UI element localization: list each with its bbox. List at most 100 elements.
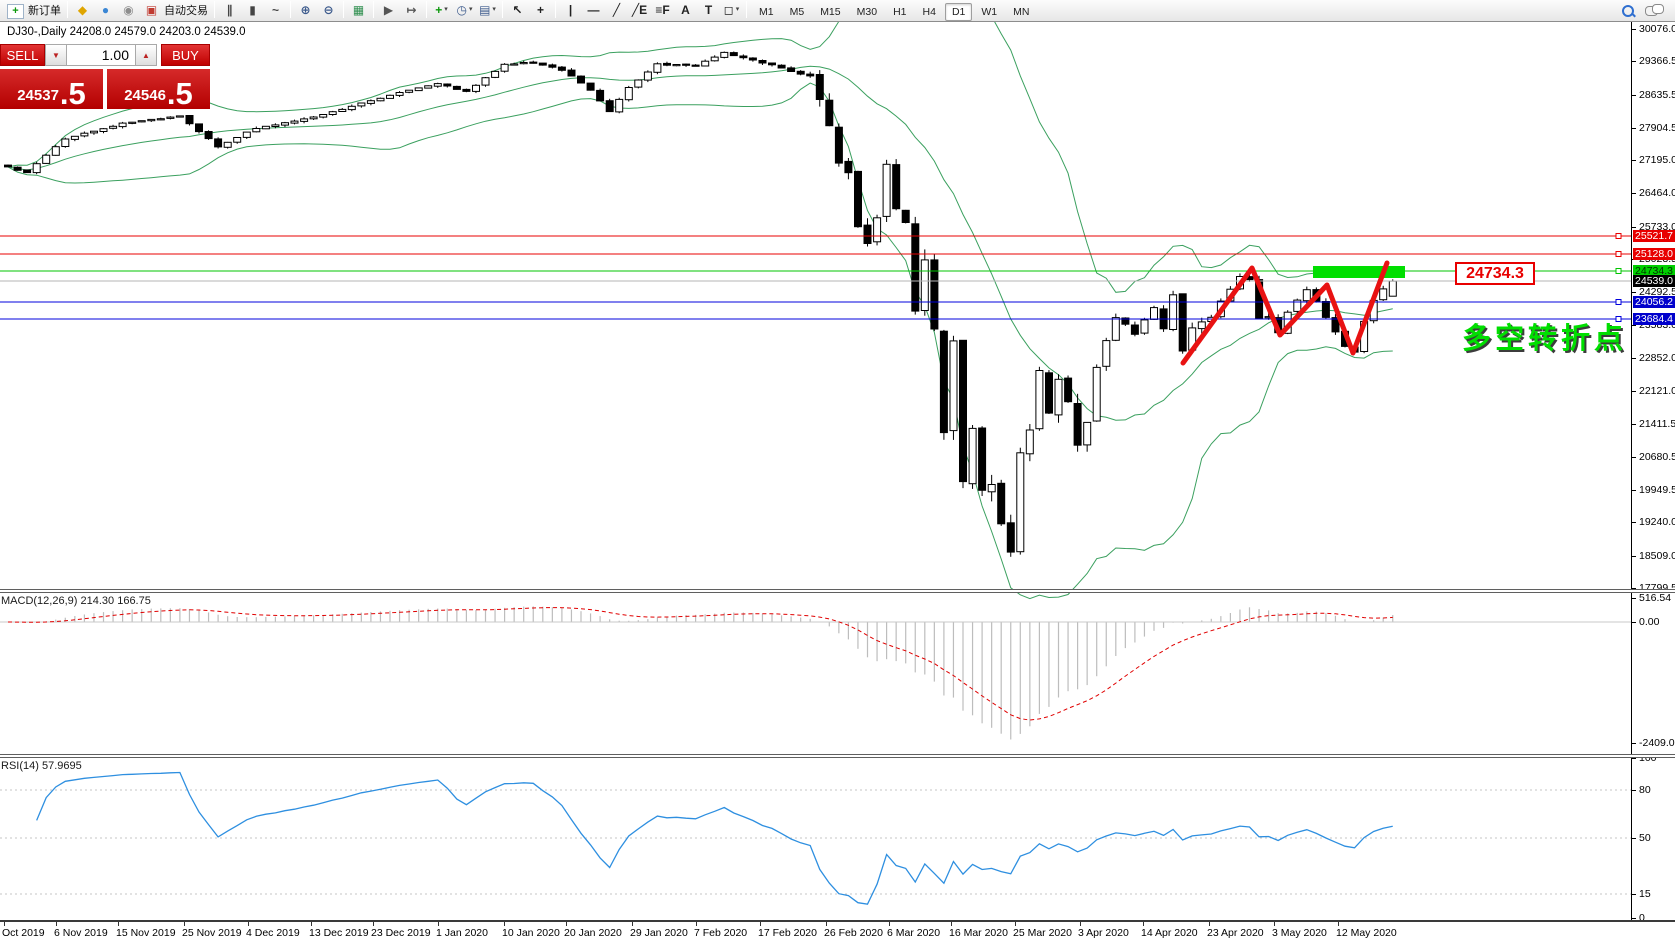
- trendline-icon-glyph: ╱: [612, 2, 621, 17]
- new-order-button-glyph: +: [7, 3, 24, 19]
- volume-decrease-button[interactable]: ▼: [45, 44, 67, 66]
- line-handle[interactable]: [1615, 268, 1622, 274]
- tile-windows-icon[interactable]: ▦: [347, 1, 370, 19]
- zigzag-annotation[interactable]: [1180, 260, 1390, 366]
- line-chart-icon[interactable]: ~: [264, 1, 287, 19]
- timeframe-m30[interactable]: M30: [856, 5, 878, 18]
- candle-bearish: [1073, 403, 1082, 446]
- label-icon[interactable]: T: [697, 1, 720, 19]
- candle-bullish: [319, 114, 328, 118]
- candle-bearish: [1331, 317, 1340, 333]
- timeframe-m1[interactable]: M1: [759, 5, 774, 18]
- price-axis[interactable]: 30076.0 29366.5 28635.5 27904.5 27195.0 26464…: [1631, 21, 1675, 924]
- toolbar-separator: [555, 0, 556, 18]
- new-order-button-label[interactable]: 新订单: [28, 4, 61, 17]
- date-axis[interactable]: Oct 2019 6 Nov 2019 15 Nov 2019 25 Nov 2019…: [0, 922, 1675, 944]
- turning-point-annotation[interactable]: 多空转折点: [1462, 323, 1628, 355]
- price-callout-label[interactable]: 24734.3: [1455, 262, 1535, 285]
- candle-bullish: [1054, 378, 1063, 416]
- candle-bearish: [567, 69, 576, 77]
- timeframe-h1[interactable]: H1: [893, 5, 907, 18]
- candle-bullish: [386, 94, 394, 99]
- line-handle[interactable]: [1615, 299, 1622, 305]
- price-tick-dash: [1632, 95, 1636, 96]
- macd-panel-splitter[interactable]: [0, 589, 1675, 593]
- volume-increase-button[interactable]: ▲: [135, 44, 157, 66]
- candle-bullish: [1293, 299, 1302, 312]
- toolbar-separator: [426, 0, 427, 18]
- sell-price-display[interactable]: 24537 .5: [0, 69, 103, 109]
- price-tick-dash: [1632, 61, 1636, 62]
- line-handle[interactable]: [1615, 233, 1622, 239]
- date-tick: [566, 922, 567, 926]
- autotrade-button[interactable]: ▣: [140, 1, 163, 19]
- candlesticks: [4, 51, 1397, 557]
- timeframe-h4[interactable]: H4: [922, 5, 936, 18]
- trendline-icon[interactable]: ╱: [605, 1, 628, 19]
- alerts-icon[interactable]: ◉: [117, 1, 140, 19]
- timeframe-m5[interactable]: M5: [789, 5, 805, 18]
- crosshair-icon[interactable]: +: [529, 1, 552, 19]
- auto-scroll-icon[interactable]: ▶: [377, 1, 400, 19]
- chart-canvas[interactable]: [0, 21, 1631, 922]
- periods-icon[interactable]: ◷ ▾: [453, 1, 476, 19]
- vertical-line-icon[interactable]: |: [559, 1, 582, 19]
- macd-tick-dash: [1632, 598, 1636, 599]
- chart-shift-icon[interactable]: ↦: [400, 1, 423, 19]
- templates-icon[interactable]: ▤ ▾: [476, 1, 499, 19]
- timeframe-m15[interactable]: M15: [820, 5, 841, 18]
- price-tick-label: 18509.0: [1639, 550, 1675, 562]
- date-tick: [1080, 922, 1081, 926]
- candle-bearish: [577, 75, 585, 84]
- buy-price-display[interactable]: 24546 .5: [107, 69, 210, 109]
- zoom-in-icon[interactable]: ⊕: [294, 1, 317, 19]
- autotrade-button-label[interactable]: 自动交易: [164, 4, 208, 17]
- candle-bullish: [634, 79, 643, 88]
- candle-bullish: [1111, 317, 1120, 341]
- timeframe-mn[interactable]: MN: [1013, 5, 1030, 18]
- chart-title: DJ30-,Daily 24208.0 24579.0 24203.0 2453…: [7, 26, 246, 38]
- price-line-tag-24056.2: 24056.2: [1633, 296, 1675, 308]
- channel-icon[interactable]: ╱E: [628, 1, 651, 19]
- price-tick-label: 22121.0: [1639, 385, 1675, 397]
- line-handle[interactable]: [1615, 251, 1622, 257]
- signals-icon[interactable]: ●: [94, 1, 117, 19]
- shapes-icon[interactable]: ◻ ▾: [720, 1, 743, 19]
- line-handle[interactable]: [1615, 316, 1622, 322]
- new-order-button[interactable]: +: [4, 2, 27, 20]
- rsi-panel-splitter[interactable]: [0, 754, 1675, 758]
- bars-chart-icon[interactable]: ∥: [218, 1, 241, 19]
- candle-bearish: [1321, 301, 1330, 318]
- candle-bearish: [758, 60, 767, 64]
- macd-tick-label: 0.00: [1639, 616, 1660, 628]
- buy-button[interactable]: BUY: [161, 44, 210, 66]
- volume-input[interactable]: [67, 44, 135, 66]
- search-icon[interactable]: [1621, 4, 1635, 18]
- cursor-icon[interactable]: ↖: [506, 1, 529, 19]
- zoom-out-icon[interactable]: ⊖: [317, 1, 340, 19]
- chat-icon[interactable]: [1645, 4, 1664, 17]
- fibonacci-icon-glyph: ≡F: [655, 2, 670, 17]
- market-icon[interactable]: ◆: [71, 1, 94, 19]
- resistance-zone-box[interactable]: [1313, 266, 1405, 278]
- macd-signal-value: 166.75: [117, 595, 151, 607]
- rsi-tick-label: 50: [1639, 832, 1651, 844]
- indicators-icon[interactable]: + ▾: [430, 1, 453, 19]
- date-tick: [56, 922, 57, 926]
- date-tick: [632, 922, 633, 926]
- autotrade-button-glyph: ▣: [145, 2, 158, 17]
- timeframe-w1[interactable]: W1: [981, 5, 998, 18]
- candle-bearish: [787, 67, 796, 73]
- date-label: 20 Jan 2020: [564, 927, 622, 939]
- fibonacci-icon[interactable]: ≡F: [651, 1, 674, 19]
- price-tick-dash: [1632, 457, 1636, 458]
- sell-button[interactable]: SELL: [0, 44, 45, 66]
- horizontal-line-icon[interactable]: —: [582, 1, 605, 19]
- date-label: 15 Nov 2019: [116, 927, 176, 939]
- macd-tick-label: 516.54: [1639, 592, 1672, 604]
- timeframe-d1[interactable]: D1: [944, 2, 973, 21]
- candle-bearish: [548, 64, 557, 68]
- candles-chart-icon[interactable]: ▮: [241, 1, 264, 19]
- text-icon[interactable]: A: [674, 1, 697, 19]
- date-label: 29 Jan 2020: [630, 927, 688, 939]
